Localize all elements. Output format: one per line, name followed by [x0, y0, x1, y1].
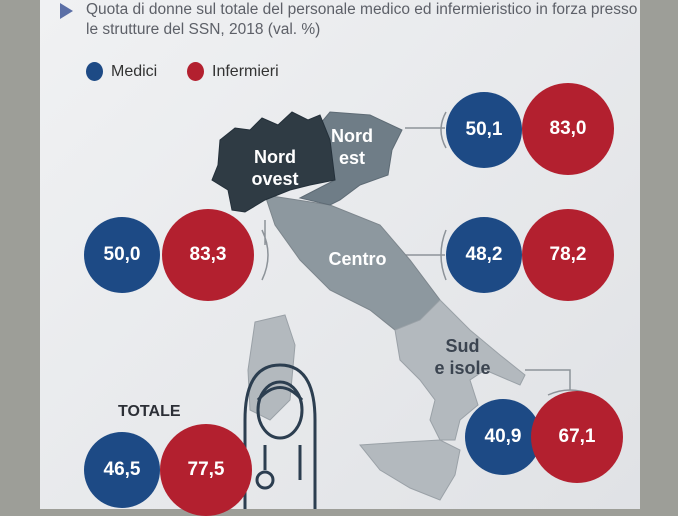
sud-infermieri: 67,1 — [531, 391, 623, 483]
sicilia — [359, 439, 461, 501]
totale-medici: 46,5 — [84, 432, 160, 508]
centro-medici: 48,2 — [446, 217, 522, 293]
legend-medici: Medici — [86, 62, 157, 81]
label-nord-est: Nord est — [331, 126, 373, 168]
medici-dot-icon — [86, 62, 103, 81]
nord-est-medici: 50,1 — [446, 92, 522, 168]
nurse-icon — [243, 363, 317, 509]
label-sud: Sud e isole — [434, 336, 491, 378]
label-centro: Centro — [328, 249, 387, 269]
legend-infermieri: Infermieri — [187, 62, 279, 81]
nord-ovest-medici: 50,0 — [84, 217, 160, 293]
subtitle-bullet-icon — [60, 3, 73, 19]
centro-infermieri: 78,2 — [522, 209, 614, 301]
legend-infermieri-label: Infermieri — [212, 62, 279, 80]
totale-label: TOTALE — [118, 403, 181, 420]
sardegna — [247, 314, 296, 421]
label-nord-ovest: Nord ovest — [251, 147, 299, 189]
totale-infermieri: 77,5 — [160, 424, 252, 516]
infermieri-dot-icon — [187, 62, 204, 81]
region-nord-ovest — [211, 111, 336, 213]
sud-medici: 40,9 — [465, 399, 541, 475]
subtitle: Quota di donne sul totale del personale … — [86, 1, 638, 38]
legend-medici-label: Medici — [111, 62, 158, 80]
nord-ovest-infermieri: 83,3 — [162, 209, 254, 301]
nord-est-infermieri: 83,0 — [522, 83, 614, 175]
region-sud — [394, 299, 526, 441]
